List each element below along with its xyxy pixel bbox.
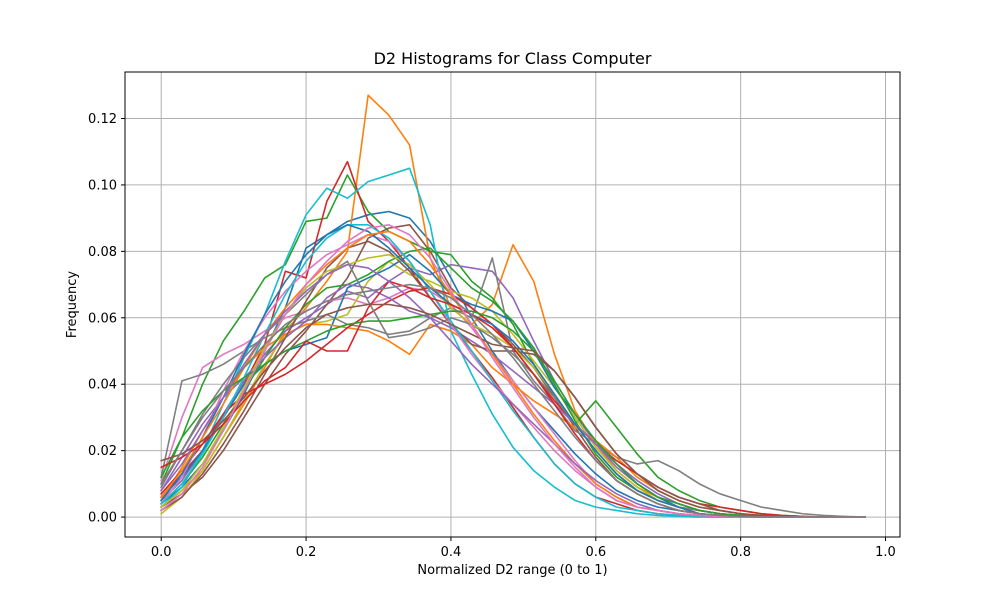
x-tick-label: 0.6 [585, 545, 606, 560]
plot-area-frame [124, 71, 901, 538]
y-tick-label: 0.02 [88, 444, 117, 459]
y-axis-label: Frequency [65, 271, 80, 338]
x-tick-label: 0.4 [441, 545, 462, 560]
chart-title: D2 Histograms for Class Computer [374, 49, 652, 68]
y-tick-label: 0.04 [88, 378, 117, 393]
series-line-26 [160, 303, 866, 518]
x-axis-label: Normalized D2 range (0 to 1) [417, 563, 607, 578]
y-tick-label: 0.06 [88, 311, 117, 326]
y-tick-label: 0.10 [88, 178, 117, 193]
series-line-28 [160, 283, 866, 518]
x-tick-label: 0.0 [151, 545, 172, 560]
y-tick-label: 0.08 [88, 245, 117, 260]
tick-layer: 0.0 0.2 0.4 0.6 0.8 1.0 0.00 0.02 0.04 0.06 0.08 0.… [88, 112, 896, 560]
series-layer [160, 94, 866, 518]
y-tick-label: 0.12 [88, 112, 117, 127]
x-tick-label: 0.2 [296, 545, 317, 560]
y-tick-label: 0.00 [88, 511, 117, 526]
x-tick-label: 0.8 [730, 545, 751, 560]
x-tick-label: 1.0 [875, 545, 896, 560]
plot-area-background [125, 72, 900, 537]
